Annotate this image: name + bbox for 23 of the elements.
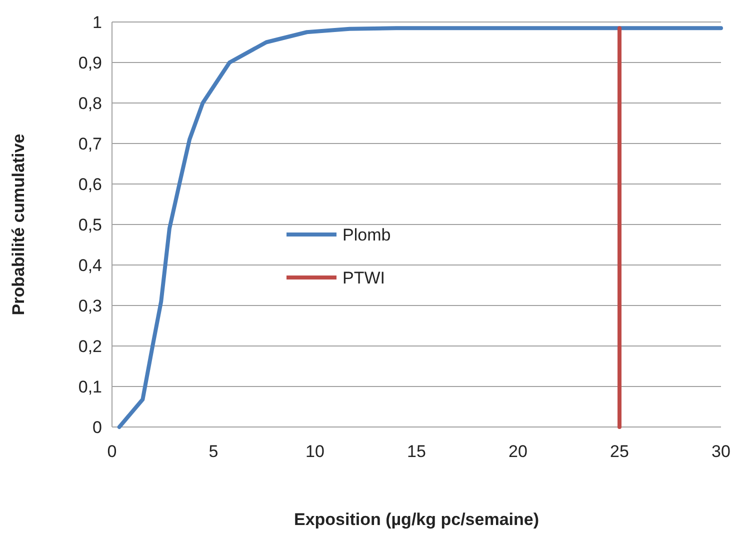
x-tick-label: 5: [208, 442, 218, 461]
x-tick-label: 30: [712, 442, 730, 461]
y-tick-label: 0: [92, 418, 102, 437]
y-tick-label: 0,7: [78, 134, 102, 154]
y-tick-label: 0,5: [78, 215, 102, 234]
y-tick-label: 0,8: [78, 94, 102, 113]
x-tick-label: 20: [508, 442, 528, 461]
legend-label: Plomb: [342, 225, 391, 244]
y-tick-label: 0,6: [78, 174, 102, 194]
x-tick-label: 15: [407, 442, 426, 461]
x-tick-label: 10: [306, 442, 324, 461]
line-series: [117, 26, 723, 429]
y-tick-label: 0,2: [78, 336, 102, 356]
y-tick-label: 0,3: [78, 296, 102, 316]
y-tick-label: 0,1: [78, 377, 102, 396]
y-tick-label: 0,9: [78, 53, 102, 72]
x-tick-label: 25: [610, 442, 629, 461]
y-tick-label: 0,4: [78, 256, 102, 275]
legend-label: PTWI: [342, 268, 385, 288]
x-tick-label: 0: [107, 442, 117, 461]
y-axis-title: Probabilité cumulative: [9, 134, 28, 316]
x-axis-title: Exposition (µg/kg pc/semaine): [294, 510, 540, 529]
y-tick-label: 1: [92, 12, 102, 32]
